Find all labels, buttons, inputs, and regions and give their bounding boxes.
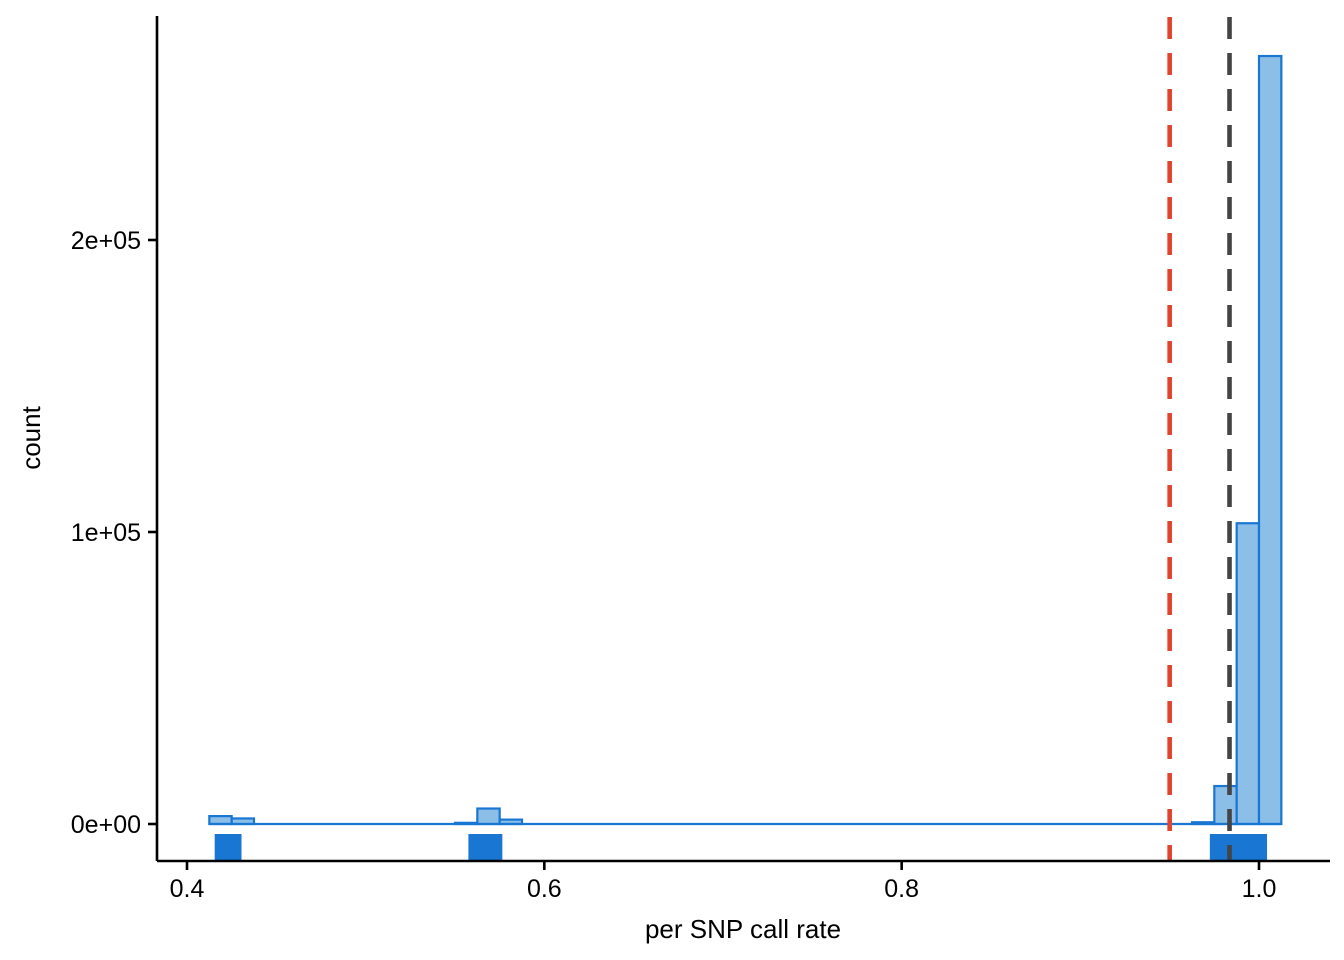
- y-axis-ticks: 0e+00 1e+05 2e+05: [71, 227, 157, 839]
- y-tick-label: 0e+00: [71, 811, 141, 839]
- rug-segment: [214, 834, 242, 861]
- x-tick-label: 1.0: [1242, 875, 1277, 903]
- x-tick-label: 0.4: [170, 875, 205, 903]
- histogram-bar: [208, 815, 233, 826]
- x-tick-label: 0.6: [527, 875, 562, 903]
- y-tick-label: 2e+05: [71, 227, 141, 255]
- histogram-bars: [208, 54, 1283, 826]
- histogram-bar: [1257, 54, 1283, 826]
- rug-segment: [468, 834, 503, 861]
- x-axis-ticks: 0.4 0.6 0.8 1.0: [170, 861, 1277, 903]
- histogram-bar: [1235, 522, 1261, 826]
- axes: [155, 16, 1330, 863]
- reference-lines: [1167, 17, 1232, 861]
- x-axis-title: per SNP call rate: [645, 914, 841, 944]
- histogram-bar: [476, 807, 501, 826]
- x-tick-label: 0.8: [884, 875, 919, 903]
- y-tick-label: 1e+05: [71, 519, 141, 547]
- y-axis-title: count: [16, 405, 46, 469]
- rug-marks: [214, 834, 1268, 861]
- histogram-bar: [1213, 784, 1238, 826]
- rug-segment: [1209, 834, 1268, 861]
